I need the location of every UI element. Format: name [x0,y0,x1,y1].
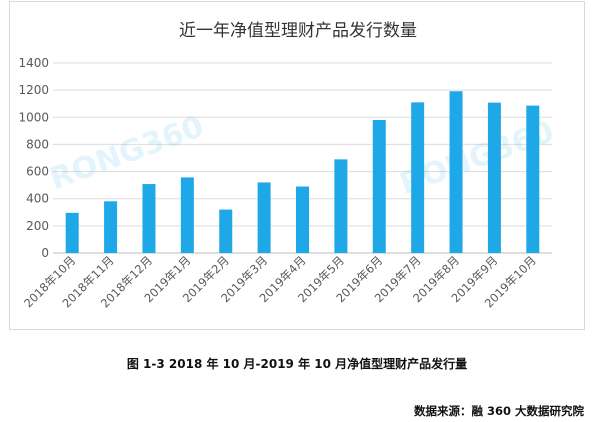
bar [487,102,501,253]
bar [296,186,309,253]
bar [219,209,233,253]
y-tick-label: 1000 [18,110,49,124]
bar [526,105,540,253]
figure-caption: 图 1-3 2018 年 10 月-2019 年 10 月净值型理财产品发行量 [126,357,468,371]
y-tick-label: 200 [26,219,49,233]
bar-chart: 近一年净值型理财产品发行数量 RONG360 RONG360 0200400600… [18,21,558,310]
y-tick-label: 400 [26,192,49,206]
bar [180,177,194,253]
data-source: 数据来源：融 360 大数据研究院 [413,404,584,418]
y-tick-label: 1200 [18,83,49,97]
bar [104,201,118,253]
bar [142,184,156,253]
y-tick-label: 800 [26,137,49,151]
bar [372,120,386,253]
y-tick-label: 0 [41,246,49,260]
bar [334,159,348,253]
chart-title: 近一年净值型理财产品发行数量 [179,21,417,41]
chart-frame: 近一年净值型理财产品发行数量 RONG360 RONG360 0 200 400 600… [9,1,585,330]
y-tick-label: 1400 [18,56,49,70]
y-tick-label: 600 [26,165,49,179]
bar [257,182,271,253]
bar [411,102,425,253]
bar [449,91,463,253]
bar [65,212,79,253]
